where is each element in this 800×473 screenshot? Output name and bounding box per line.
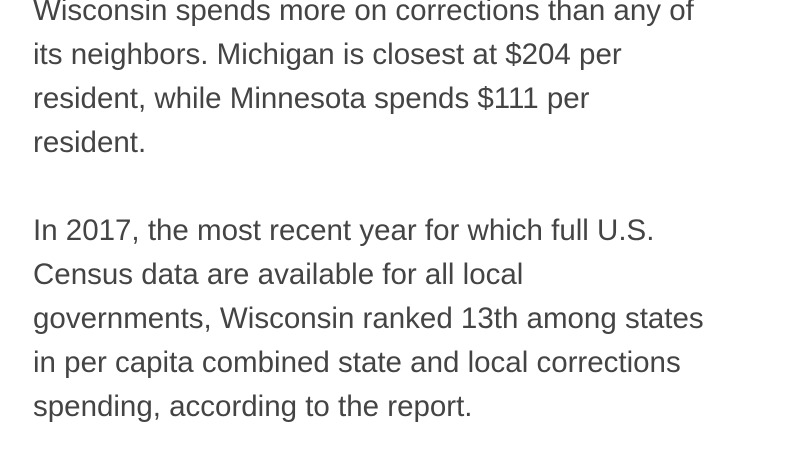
text-line: in per capita combined state and local c… xyxy=(33,346,681,379)
text-line: Wisconsin spends more on corrections tha… xyxy=(33,0,694,27)
paragraph-census-ranking: In 2017, the most recent year for which … xyxy=(33,209,793,429)
text-line: its neighbors. Michigan is closest at $2… xyxy=(33,38,622,71)
text-line: In 2017, the most recent year for which … xyxy=(33,214,655,247)
article-body: Wisconsin spends more on corrections tha… xyxy=(33,0,793,473)
text-line: Census data are available for all local xyxy=(33,258,524,291)
text-line: resident, while Minnesota spends $111 pe… xyxy=(33,82,590,115)
text-line: resident. xyxy=(33,126,147,159)
text-line: spending, according to the report. xyxy=(33,390,473,423)
text-line: governments, Wisconsin ranked 13th among… xyxy=(33,302,704,335)
paragraph-corrections-neighbors: Wisconsin spends more on corrections tha… xyxy=(33,0,793,165)
